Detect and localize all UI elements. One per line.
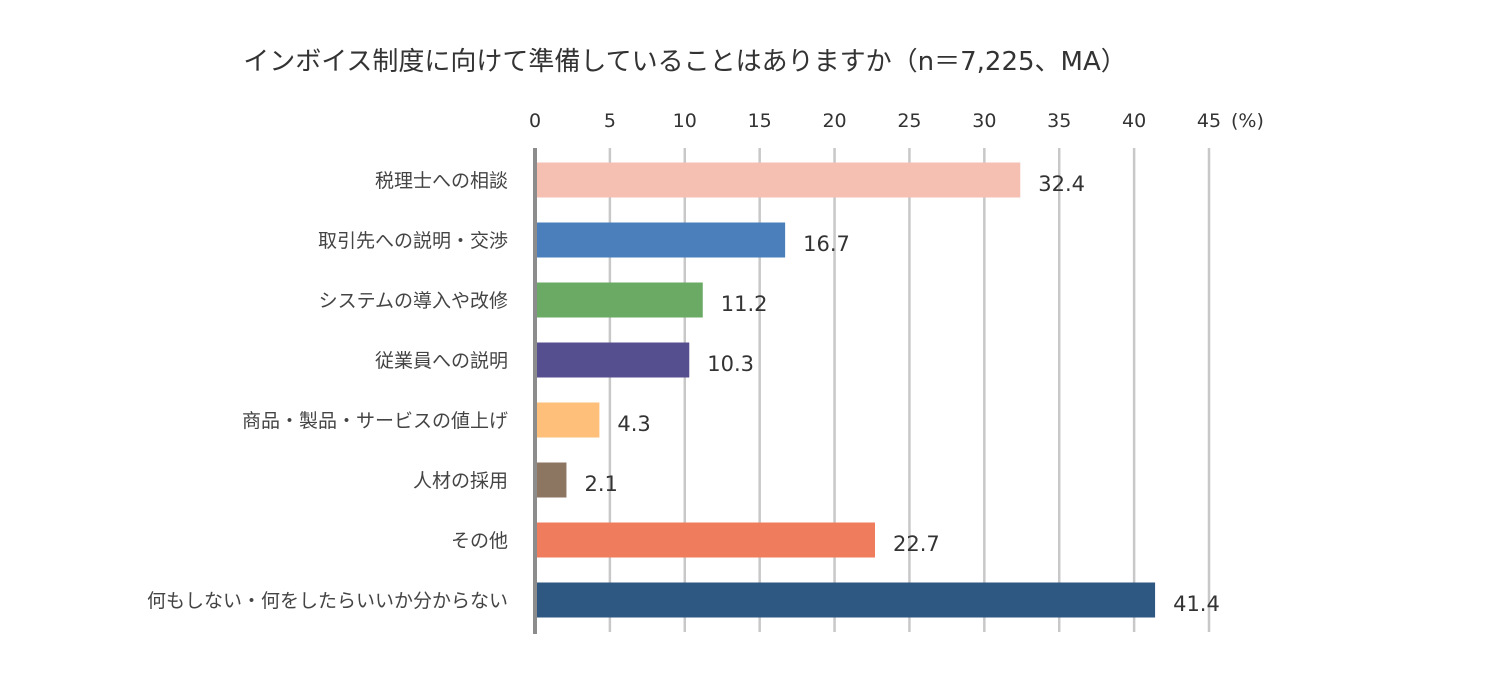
category-label: 何もしない・何をしたらいいか分からない (147, 590, 508, 612)
x-tick-label: 20 (822, 110, 846, 132)
category-label: 商品・製品・サービスの値上げ (242, 410, 508, 432)
bar (535, 342, 690, 378)
bar (535, 582, 1156, 618)
value-label: 10.3 (707, 352, 754, 376)
value-label: 2.1 (584, 472, 617, 496)
label-layer: 税理士への相談 32.4 取引先への説明・交渉 16.7 システムの導入や改修 11.2 従… (147, 170, 1220, 616)
bar (535, 162, 1021, 198)
value-label: 41.4 (1173, 592, 1220, 616)
x-tick-label: 0 (529, 110, 541, 132)
category-label: システムの導入や改修 (319, 290, 508, 312)
category-label: 税理士への相談 (375, 170, 508, 192)
category-label: 取引先への説明・交渉 (318, 230, 508, 252)
value-label: 22.7 (893, 532, 940, 556)
x-tick-label: 45 (1197, 110, 1221, 132)
x-tick-label: 30 (972, 110, 996, 132)
bar (535, 522, 875, 558)
value-label: 32.4 (1038, 172, 1085, 196)
bar (535, 222, 786, 258)
chart-title: インボイス制度に向けて準備していることはありますか（n＝7,225、MA） (243, 47, 1127, 77)
value-label: 4.3 (617, 412, 650, 436)
x-tick-label: 40 (1122, 110, 1146, 132)
bar-layer (533, 148, 1156, 634)
x-tick-label: 25 (897, 110, 921, 132)
grid-layer (608, 148, 1211, 632)
bar (535, 402, 600, 438)
category-label: その他 (451, 530, 508, 552)
bar (535, 462, 567, 498)
bar (535, 282, 703, 318)
value-label: 11.2 (721, 292, 768, 316)
tick-layer: 0 5 10 15 20 25 30 35 40 45 (%) (529, 110, 1264, 132)
category-label: 従業員への説明 (375, 350, 508, 372)
x-tick-label: 35 (1047, 110, 1071, 132)
unit-label: (%) (1231, 110, 1264, 132)
x-tick-label: 15 (748, 110, 772, 132)
category-label: 人材の採用 (413, 470, 508, 492)
x-tick-label: 5 (604, 110, 616, 132)
value-label: 16.7 (803, 232, 850, 256)
x-tick-label: 10 (673, 110, 697, 132)
